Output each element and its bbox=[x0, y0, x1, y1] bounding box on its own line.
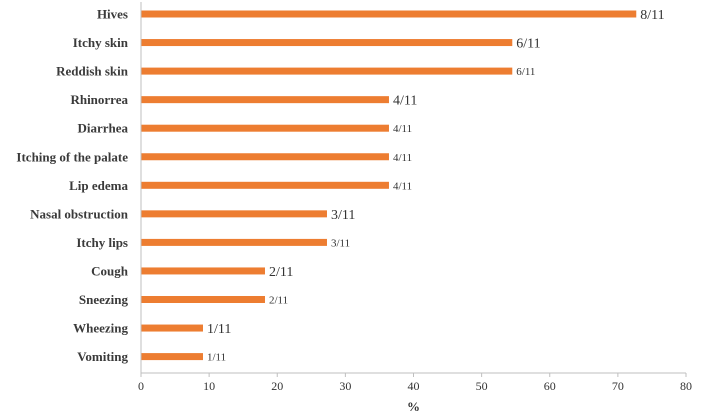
category-label: Vomiting bbox=[77, 349, 128, 364]
category-label: Itchy skin bbox=[73, 35, 129, 50]
bar bbox=[141, 181, 389, 189]
bar bbox=[141, 210, 327, 218]
data-label: 2/11 bbox=[269, 265, 293, 280]
category-label: Sneezing bbox=[79, 292, 129, 307]
data-label: 1/11 bbox=[207, 322, 231, 337]
category-labels: Hives Itchy skin Reddish skin Rhinorrea Diar… bbox=[16, 7, 128, 365]
category-label: Reddish skin bbox=[56, 64, 129, 79]
bar bbox=[141, 10, 637, 18]
data-label: 1/11 bbox=[207, 352, 226, 364]
data-label: 4/11 bbox=[393, 123, 412, 135]
data-label: 6/11 bbox=[516, 66, 535, 78]
bar bbox=[141, 153, 389, 161]
category-label: Itchy lips bbox=[76, 235, 128, 250]
data-labels: 8/11 6/11 6/11 4/11 4/11 4/11 4/11 3/11 3/11 2/11… bbox=[207, 8, 665, 364]
x-tick-label: 30 bbox=[339, 379, 351, 393]
bar bbox=[141, 96, 389, 104]
x-tick-label: 0 bbox=[138, 379, 144, 393]
category-label: Hives bbox=[97, 7, 128, 22]
data-label: 8/11 bbox=[640, 8, 664, 23]
data-label: 3/11 bbox=[331, 208, 355, 223]
category-label: Itching of the palate bbox=[16, 149, 128, 164]
x-tick-label: 70 bbox=[612, 379, 624, 393]
data-label: 3/11 bbox=[331, 237, 350, 249]
bar bbox=[141, 353, 203, 361]
data-label: 6/11 bbox=[516, 37, 540, 52]
category-label: Wheezing bbox=[73, 321, 128, 336]
bar bbox=[141, 296, 265, 303]
bar bbox=[141, 324, 203, 332]
category-label: Lip edema bbox=[69, 178, 128, 193]
bar bbox=[141, 238, 327, 246]
category-label: Cough bbox=[91, 263, 129, 278]
x-tick-label: 20 bbox=[271, 379, 283, 393]
x-tick-label: 60 bbox=[544, 379, 556, 393]
bars bbox=[141, 10, 637, 361]
bar bbox=[141, 267, 265, 275]
bar bbox=[141, 39, 513, 47]
data-label: 4/11 bbox=[393, 152, 412, 164]
category-label: Nasal obstruction bbox=[30, 206, 129, 221]
bar bbox=[141, 124, 389, 132]
bar bbox=[141, 67, 513, 75]
x-axis-title: % bbox=[407, 399, 420, 414]
x-tick-label: 40 bbox=[408, 379, 420, 393]
category-label: Diarrhea bbox=[77, 121, 128, 136]
data-label: 2/11 bbox=[269, 295, 288, 307]
x-tick-labels: 0 10 20 30 40 50 60 70 80 bbox=[138, 373, 692, 393]
x-tick-label: 50 bbox=[476, 379, 488, 393]
data-label: 4/11 bbox=[393, 94, 417, 109]
category-label: Rhinorrea bbox=[70, 92, 128, 107]
x-tick-label: 10 bbox=[203, 379, 215, 393]
x-tick-label: 80 bbox=[680, 379, 692, 393]
data-label: 4/11 bbox=[393, 180, 412, 192]
